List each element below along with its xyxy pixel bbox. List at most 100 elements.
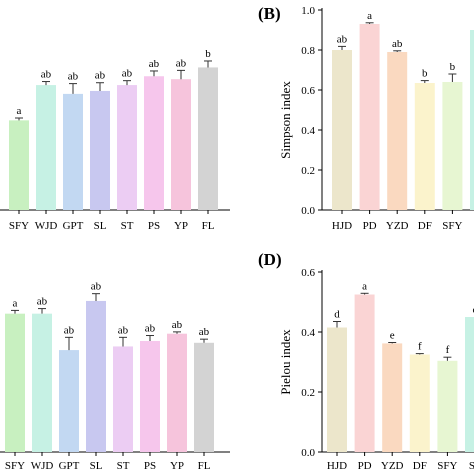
x-tick-label: PS [144, 460, 156, 472]
x-tick-label: YZD [386, 220, 409, 232]
bar [198, 67, 218, 210]
panel-a-bar-chart: a SFY ab WJD ab GPT ab SL ab ST ab PS ab YP b FL [0, 48, 230, 232]
bar [113, 346, 133, 452]
bar [117, 85, 137, 210]
x-tick-label: SL [90, 460, 103, 472]
bar [140, 340, 160, 452]
x-tick-label: HJD [327, 460, 347, 472]
significance-letter: f [446, 344, 450, 356]
bar [32, 313, 52, 452]
x-tick-label: SL [94, 220, 107, 232]
y-tick-label: 0.2 [301, 387, 315, 399]
significance-letter: a [362, 280, 367, 292]
x-tick-label: SFY [442, 220, 462, 232]
x-tick-label: GPT [59, 460, 80, 472]
bar [359, 24, 380, 210]
bar [36, 85, 56, 210]
x-tick-label: YP [170, 460, 184, 472]
significance-letter: c [473, 304, 474, 316]
bar [332, 50, 352, 210]
significance-letter: ab [172, 319, 183, 331]
bar [437, 360, 458, 452]
x-tick-label: SFY [5, 460, 25, 472]
x-tick-label: SF [469, 460, 474, 472]
bar [382, 343, 403, 452]
significance-letter: ab [337, 33, 348, 45]
y-tick-label: 0.2 [301, 165, 315, 177]
significance-letter: ab [64, 324, 75, 336]
bar [90, 90, 110, 210]
bar [171, 79, 191, 211]
significance-letter: a [367, 10, 372, 22]
x-tick-label: DF [418, 220, 432, 232]
x-tick-label: HJD [332, 220, 352, 232]
significance-letter: ab [392, 38, 403, 50]
bar [194, 342, 214, 452]
bar [63, 93, 83, 210]
x-tick-label: DF [413, 460, 427, 472]
significance-letter: a [13, 297, 18, 309]
x-tick-label: PS [148, 220, 160, 232]
significance-letter: b [450, 61, 456, 73]
x-tick-label: SFY [9, 220, 29, 232]
y-tick-label: 0.6 [301, 267, 315, 279]
significance-letter: d [334, 309, 340, 321]
significance-letter: ab [176, 57, 187, 69]
x-tick-label: ST [117, 460, 130, 472]
significance-letter: a [17, 105, 22, 117]
bar [409, 354, 430, 452]
y-axis-label: Simpson index [278, 81, 293, 159]
x-tick-label: PD [363, 220, 377, 232]
significance-letter: ab [199, 326, 210, 338]
x-tick-label: WJD [31, 460, 54, 472]
panel-c-bar-chart: a SFY ab WJD ab GPT ab SL ab ST ab PS ab YP ab FL [0, 281, 230, 472]
significance-letter: ab [145, 323, 156, 335]
bar [5, 313, 25, 452]
bar [387, 52, 408, 210]
significance-letter: ab [149, 58, 160, 70]
bar [167, 333, 187, 452]
panel-label: (B) [258, 4, 281, 23]
bar [470, 30, 474, 210]
x-tick-label: YZD [381, 460, 404, 472]
x-tick-label: PD [358, 460, 372, 472]
x-tick-label: ST [121, 220, 134, 232]
significance-letter: e [390, 330, 395, 342]
bar [414, 83, 435, 210]
y-axis-label: Pielou index [278, 329, 293, 395]
significance-letter: ab [95, 70, 106, 82]
significance-letter: ab [37, 296, 48, 308]
panel-label: (D) [258, 250, 282, 269]
y-tick-label: 0.0 [301, 205, 315, 217]
significance-letter: f [418, 341, 422, 353]
y-tick-label: 0.4 [301, 327, 315, 339]
y-tick-label: 0.6 [301, 85, 315, 97]
y-tick-label: 0.0 [301, 447, 315, 459]
x-tick-label: YP [174, 220, 188, 232]
bar [465, 317, 474, 452]
significance-letter: b [422, 68, 428, 80]
x-tick-label: SFY [437, 460, 457, 472]
significance-letter: ab [68, 71, 79, 83]
bar [59, 350, 79, 452]
bar [327, 327, 347, 452]
x-tick-label: GPT [63, 220, 84, 232]
bar [354, 294, 375, 452]
significance-letter: ab [118, 324, 129, 336]
bar [442, 82, 463, 210]
y-tick-label: 0.4 [301, 125, 315, 137]
significance-letter: b [205, 48, 211, 60]
x-tick-label: WJD [35, 220, 58, 232]
bar [86, 300, 106, 452]
y-tick-label: 0.8 [301, 45, 315, 57]
significance-letter: ab [122, 68, 133, 80]
significance-letter: ab [91, 281, 102, 293]
bar [144, 76, 164, 211]
x-tick-label: FL [202, 220, 215, 232]
panel-d-pielou-bar-chart: (D) 0.0 0.2 0.4 0.6 Pielou index d HJD a PD e YZD f D… [258, 250, 474, 472]
significance-letter: ab [41, 69, 52, 81]
x-tick-label: FL [198, 460, 211, 472]
y-tick-label: 1.0 [301, 5, 315, 17]
